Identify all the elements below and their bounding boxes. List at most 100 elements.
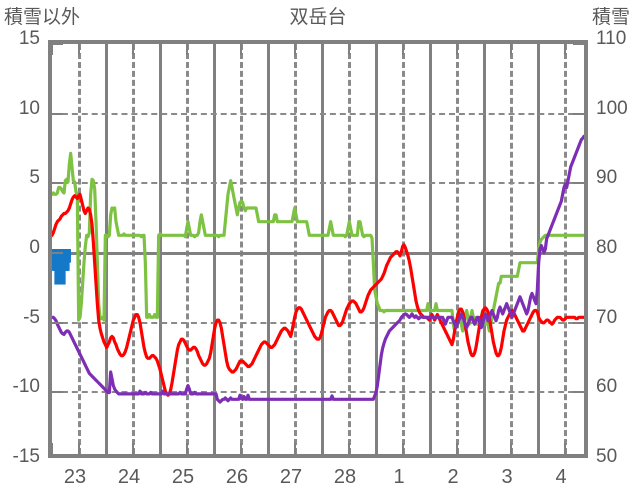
axis-tick (132, 443, 134, 454)
y-axis-left-tick-label: 15 (18, 28, 40, 49)
axis-tick (267, 443, 269, 454)
axis-tick (564, 443, 566, 454)
green-line (52, 153, 584, 331)
axis-tick (52, 44, 63, 45)
axis-tick (294, 44, 296, 55)
purple-line (52, 136, 584, 402)
plot-inner (52, 44, 584, 454)
axis-tick (52, 182, 63, 185)
axis-tick (483, 44, 485, 55)
axis-tick (213, 44, 215, 55)
red-line (52, 194, 584, 395)
axis-tick (573, 252, 584, 254)
axis-tick (402, 44, 404, 55)
vertical-gridline (212, 44, 216, 454)
horizontal-gridline (52, 182, 584, 185)
axis-tick (375, 44, 377, 55)
y-axis-right-tick-label: 90 (596, 167, 618, 189)
axis-tick (240, 44, 242, 55)
axis-tick (573, 391, 584, 394)
axis-tick (240, 443, 242, 454)
axis-tick (105, 44, 107, 55)
axis-tick (573, 44, 584, 45)
y-axis-right-tick-label: 100 (596, 97, 628, 119)
vertical-gridline (320, 44, 324, 454)
x-axis-tick-label: 28 (333, 466, 357, 488)
axis-tick (573, 112, 584, 115)
axis-tick (105, 443, 107, 454)
horizontal-gridline (52, 391, 584, 394)
vertical-gridline (266, 44, 270, 454)
axis-tick (573, 321, 584, 324)
axis-tick (186, 443, 188, 454)
vertical-gridline-minor (293, 44, 297, 454)
vertical-gridline-minor (239, 44, 243, 454)
y-axis-right-tick-label: 70 (596, 306, 618, 328)
axis-tick (375, 443, 377, 454)
axis-tick (52, 252, 63, 254)
page-title: 双岳台 (289, 7, 347, 28)
axis-tick (132, 44, 134, 55)
axis-tick (573, 182, 584, 185)
y-axis-left-tick-label: -15 (12, 446, 40, 467)
axis-tick (348, 443, 350, 454)
axis-tick (52, 321, 63, 324)
x-axis-tick-label: 23 (63, 466, 87, 488)
vertical-gridline (482, 44, 486, 454)
x-axis-tick-label: 4 (555, 466, 567, 488)
y-axis-left-tick-label: 0 (29, 237, 40, 258)
y-axis-left-tick-label: 5 (29, 167, 40, 189)
axis-tick (159, 44, 161, 55)
x-axis-tick-label: 3 (501, 466, 513, 488)
axis-tick (456, 443, 458, 454)
axis-tick (52, 443, 53, 454)
axis-tick (294, 443, 296, 454)
axis-tick (213, 443, 215, 454)
axis-tick (78, 443, 80, 454)
axis-tick (483, 443, 485, 454)
y-axis-right-tick-label: 60 (596, 376, 618, 398)
axis-tick (429, 44, 431, 55)
plot-area (48, 40, 588, 458)
axis-tick (321, 443, 323, 454)
x-axis-tick-label: 24 (117, 466, 141, 488)
axis-tick (321, 44, 323, 55)
axis-tick (429, 443, 431, 454)
right-axis-title: 積雪 (591, 7, 630, 28)
axis-tick (456, 44, 458, 55)
vertical-gridline-minor (347, 44, 351, 454)
y-axis-left-tick-label: -5 (23, 306, 40, 328)
axis-tick (52, 391, 63, 394)
axis-tick (537, 443, 539, 454)
axis-tick (564, 44, 566, 55)
axis-tick (402, 443, 404, 454)
vertical-gridline-minor (509, 44, 513, 454)
axis-tick (78, 44, 80, 55)
axis-tick (52, 112, 63, 115)
axis-tick (186, 44, 188, 55)
vertical-gridline-minor (455, 44, 459, 454)
axis-tick (537, 44, 539, 55)
x-axis-tick-label: 27 (279, 466, 303, 488)
axis-tick (52, 44, 53, 55)
vertical-gridline-minor (563, 44, 567, 454)
axis-tick (348, 44, 350, 55)
horizontal-gridline (52, 321, 584, 324)
left-axis-title: 積雪以外 (4, 7, 81, 28)
x-axis-tick-label: 25 (171, 466, 195, 488)
horizontal-gridline (52, 112, 584, 115)
axis-tick (510, 44, 512, 55)
axis-tick (510, 443, 512, 454)
vertical-gridline-minor (185, 44, 189, 454)
horizontal-gridline (52, 251, 584, 255)
y-axis-left-tick-label: -10 (12, 376, 40, 398)
vertical-gridline (374, 44, 378, 454)
vertical-gridline (428, 44, 432, 454)
axis-tick (267, 44, 269, 55)
axis-tick (159, 443, 161, 454)
y-axis-right-tick-label: 50 (596, 446, 618, 467)
x-axis-tick-label: 26 (225, 466, 249, 488)
series-layer (52, 44, 584, 454)
vertical-gridline-minor (131, 44, 135, 454)
